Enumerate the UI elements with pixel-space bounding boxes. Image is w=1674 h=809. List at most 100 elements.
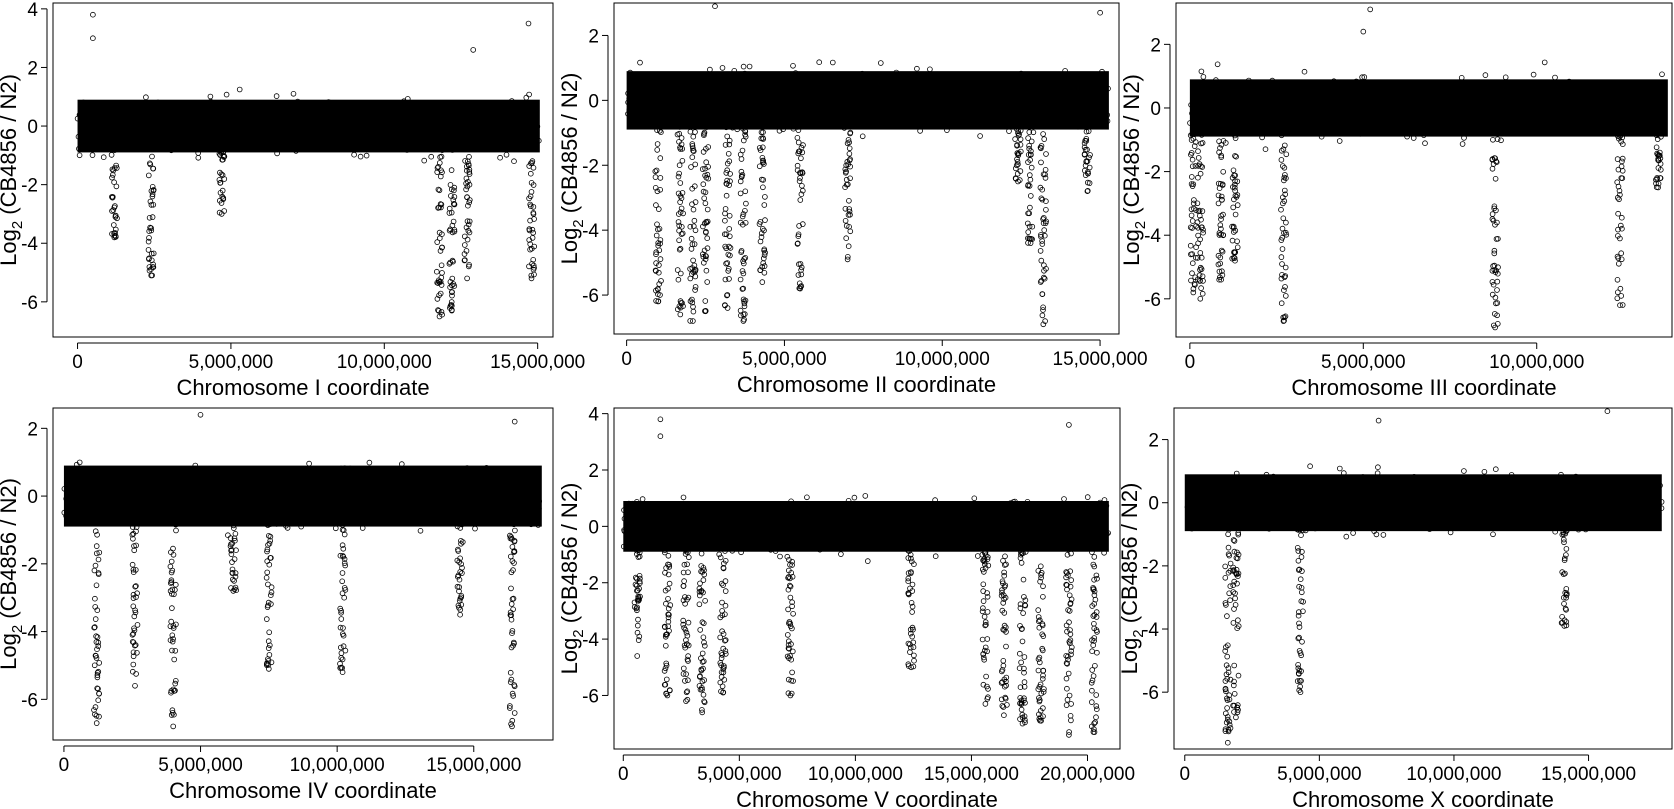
data-point — [812, 119, 819, 126]
data-point — [320, 115, 327, 122]
data-point — [1230, 504, 1236, 511]
data-point — [1028, 107, 1035, 113]
data-point — [1016, 177, 1023, 183]
data-point — [146, 267, 153, 274]
data-point — [1375, 464, 1381, 471]
data-point — [63, 513, 69, 519]
data-point — [276, 130, 282, 137]
data-point — [839, 97, 845, 103]
data-point — [704, 279, 710, 285]
data-point — [1498, 94, 1504, 100]
data-point — [998, 680, 1005, 686]
data-point — [1615, 289, 1621, 296]
data-point — [1553, 495, 1560, 501]
data-point — [1282, 284, 1288, 290]
data-point — [794, 135, 801, 141]
data-point — [677, 519, 683, 525]
data-point — [456, 576, 463, 583]
data-point — [459, 570, 465, 576]
data-point — [866, 510, 872, 517]
data-point — [95, 639, 102, 646]
data-point — [1611, 125, 1617, 132]
data-point — [1100, 107, 1107, 113]
data-point — [701, 642, 708, 649]
data-point — [751, 102, 757, 108]
data-point — [327, 504, 334, 511]
data-point — [983, 621, 989, 628]
data-point — [682, 600, 688, 607]
data-point — [738, 527, 744, 533]
data-point — [526, 91, 532, 98]
data-point — [1615, 502, 1622, 509]
data-point — [1245, 522, 1251, 528]
data-point — [728, 545, 735, 552]
data-point — [847, 212, 853, 218]
data-point — [72, 483, 78, 489]
data-point — [147, 160, 153, 167]
data-point — [1414, 517, 1420, 523]
data-point — [458, 484, 464, 491]
data-point — [1234, 238, 1240, 245]
data-point — [502, 131, 508, 138]
data-point — [1644, 508, 1651, 515]
data-point — [244, 126, 251, 133]
data-point — [1430, 124, 1436, 131]
y-label-prefix: Log — [0, 229, 21, 266]
data-point — [688, 246, 695, 252]
data-point — [679, 230, 686, 237]
data-point — [217, 169, 223, 176]
data-point — [498, 130, 505, 137]
data-point — [847, 163, 853, 170]
data-point — [717, 634, 723, 641]
data-point — [1600, 82, 1606, 89]
data-point — [297, 140, 303, 146]
data-point — [302, 116, 309, 122]
data-point — [1562, 605, 1569, 612]
data-point — [702, 253, 709, 259]
data-point — [208, 108, 215, 115]
data-point — [1056, 89, 1062, 95]
data-point — [652, 185, 659, 191]
data-point — [673, 92, 680, 99]
data-point — [199, 472, 206, 478]
data-point — [348, 131, 354, 137]
data-point — [856, 523, 863, 529]
data-point — [293, 478, 300, 484]
data-point — [815, 517, 822, 523]
data-point — [1287, 497, 1293, 504]
data-point — [1195, 240, 1201, 247]
data-point — [1235, 672, 1242, 679]
x-tick-label: 10,000,000 — [337, 352, 432, 373]
data-point — [464, 218, 471, 225]
data-point — [1066, 638, 1073, 645]
data-point — [1018, 546, 1025, 552]
data-point — [1582, 518, 1588, 524]
data-point — [439, 231, 445, 238]
data-point — [94, 634, 101, 640]
data-point — [772, 98, 779, 105]
data-point — [359, 126, 366, 133]
data-point — [1283, 512, 1290, 518]
data-point — [1617, 88, 1624, 94]
data-point — [1355, 498, 1361, 505]
data-point — [1232, 257, 1238, 264]
data-point — [1234, 625, 1240, 631]
data-point — [1463, 115, 1470, 122]
data-point — [223, 91, 230, 98]
data-point — [1361, 100, 1367, 106]
y-axis: -6-4-202 — [21, 419, 48, 711]
data-point — [680, 617, 686, 624]
data-point — [1027, 151, 1034, 158]
data-point — [484, 511, 491, 517]
data-point — [1281, 287, 1287, 294]
data-point — [1276, 486, 1282, 493]
data-point — [1590, 111, 1596, 117]
data-point — [229, 569, 236, 576]
data-point — [691, 262, 698, 269]
data-point — [1226, 722, 1233, 728]
data-point — [1036, 624, 1043, 631]
data-point — [1341, 470, 1347, 476]
data-point — [717, 554, 724, 561]
data-point — [1396, 479, 1402, 486]
data-point — [785, 574, 792, 580]
